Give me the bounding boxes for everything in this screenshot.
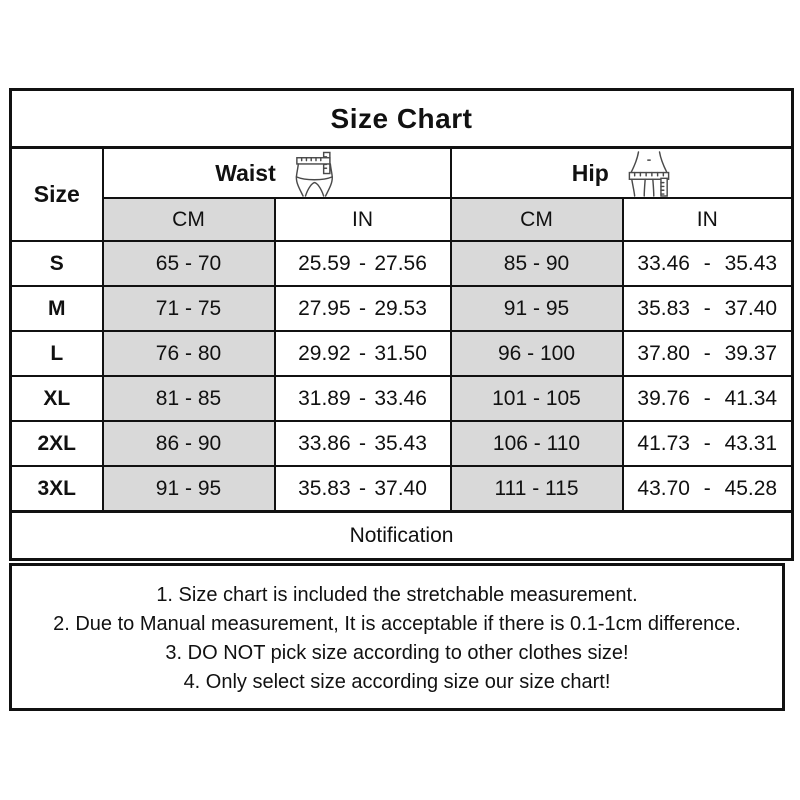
hip-in-cell: 33.46 - 35.43	[621, 240, 794, 287]
note-line-3: 3. DO NOT pick size according to other c…	[165, 642, 629, 664]
col-header-hip: Hip	[449, 146, 794, 199]
hip-cm-cell: 91 - 95	[449, 285, 624, 332]
table-row-l: L 76 - 80 29.92 - 31.50 96 - 100 37.80 -…	[9, 330, 794, 377]
hip-cm-cell: 96 - 100	[449, 330, 624, 377]
waist-cm-cell: 86 - 90	[101, 420, 276, 467]
size-cell: S	[9, 240, 104, 287]
waist-in-cell: 33.86 - 35.43	[273, 420, 452, 467]
hip-in-cell: 39.76 - 41.34	[621, 375, 794, 422]
waist-in-header: IN	[273, 197, 452, 242]
col-header-size: Size	[9, 146, 104, 242]
waist-in-cell: 27.95 - 29.53	[273, 285, 452, 332]
table-row-s: S 65 - 70 25.59 - 27.56 85 - 90 33.46 - …	[9, 240, 794, 287]
size-chart-table: Size Chart Size Waist	[9, 88, 795, 561]
hip-in-cell: 41.73 - 43.31	[621, 420, 794, 467]
note-line-2: 2. Due to Manual measurement, It is acce…	[53, 613, 741, 635]
hip-cm-header: CM	[449, 197, 624, 242]
size-cell: 2XL	[9, 420, 104, 467]
waist-in-cell: 35.83 - 37.40	[273, 465, 452, 513]
col-header-waist: Waist	[101, 146, 452, 199]
waist-label: Waist	[215, 159, 276, 186]
hip-cm-cell: 106 - 110	[449, 420, 624, 467]
hip-in-cell: 37.80 - 39.37	[621, 330, 794, 377]
group-header-row: Size Waist	[9, 146, 794, 242]
size-cell: M	[9, 285, 104, 332]
waist-cm-cell: 76 - 80	[101, 330, 276, 377]
note-line-1: 1. Size chart is included the stretchabl…	[156, 584, 638, 606]
waist-measure-icon	[295, 151, 333, 197]
table-row-m: M 71 - 75 27.95 - 29.53 91 - 95 35.83 - …	[9, 285, 794, 332]
size-cell: XL	[9, 375, 104, 422]
waist-in-cell: 31.89 - 33.46	[273, 375, 452, 422]
hip-in-header: IN	[621, 197, 794, 242]
notification-notes-box: 1. Size chart is included the stretchabl…	[9, 563, 785, 711]
waist-cm-cell: 71 - 75	[101, 285, 276, 332]
waist-in-cell: 29.92 - 31.50	[273, 330, 452, 377]
hip-cm-cell: 85 - 90	[449, 240, 624, 287]
size-cell: 3XL	[9, 465, 104, 513]
size-cell: L	[9, 330, 104, 377]
hip-in-cell: 35.83 - 37.40	[621, 285, 794, 332]
note-line-4: 4. Only select size according size our s…	[183, 671, 611, 693]
notification-row: Notification	[9, 510, 794, 561]
waist-cm-cell: 65 - 70	[101, 240, 276, 287]
hip-in-cell: 43.70 - 45.28	[621, 465, 794, 513]
unit-header-row: CM IN CM IN	[11, 197, 794, 242]
waist-in-cell: 25.59 - 27.56	[273, 240, 452, 287]
hip-cm-cell: 101 - 105	[449, 375, 624, 422]
page-title: Size Chart	[9, 88, 794, 149]
hip-cm-cell: 111 - 115	[449, 465, 624, 513]
title-row: Size Chart	[9, 88, 794, 149]
table-row-xl: XL 81 - 85 31.89 - 33.46 101 - 105 39.76…	[9, 375, 794, 422]
waist-cm-header: CM	[101, 197, 276, 242]
hip-measure-icon	[628, 151, 670, 197]
waist-cm-cell: 81 - 85	[101, 375, 276, 422]
table-row-2xl: 2XL 86 - 90 33.86 - 35.43 106 - 110 41.7…	[9, 420, 794, 467]
table-row-3xl: 3XL 91 - 95 35.83 - 37.40 111 - 115 43.7…	[9, 465, 794, 513]
notification-title: Notification	[9, 510, 794, 561]
hip-label: Hip	[571, 159, 609, 186]
waist-cm-cell: 91 - 95	[101, 465, 276, 513]
